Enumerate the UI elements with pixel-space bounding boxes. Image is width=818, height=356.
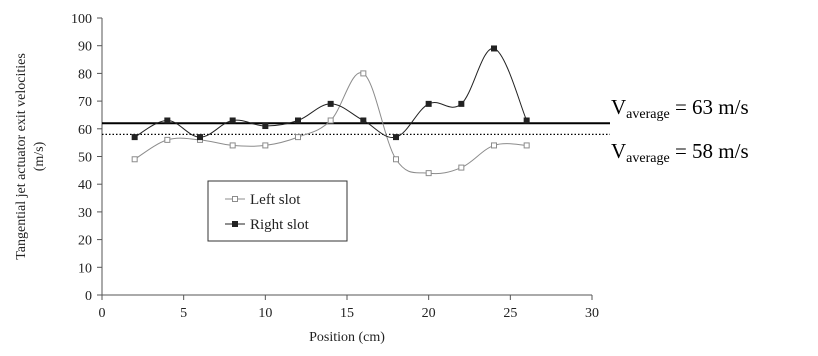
right-slot-point bbox=[458, 100, 465, 107]
left-slot-point bbox=[131, 156, 138, 163]
left-slot-point bbox=[295, 134, 301, 141]
left-slot-point bbox=[491, 142, 497, 149]
left-slot-point bbox=[425, 170, 432, 177]
x-tick-label: 30 bbox=[585, 306, 599, 321]
x-tick-label: 25 bbox=[503, 306, 517, 321]
right-slot-point bbox=[523, 117, 530, 124]
y-axis-title-line-1: Tangential jet actuator exit velocities bbox=[14, 53, 29, 260]
y-tick-label: 60 bbox=[78, 123, 92, 138]
y-tick-label: 90 bbox=[78, 40, 92, 55]
right-slot-point bbox=[164, 117, 171, 124]
x-tick-label: 5 bbox=[180, 306, 187, 321]
legend-box bbox=[207, 180, 348, 242]
left-slot-point bbox=[164, 136, 171, 143]
annot-0-sub: average bbox=[626, 107, 670, 122]
left-slot-point bbox=[262, 142, 269, 149]
annot-0-rest: = 63 m/s bbox=[670, 95, 749, 119]
right-slot-point bbox=[360, 117, 367, 124]
annot-1-rest: = 58 m/s bbox=[670, 139, 749, 163]
x-ticks: 0 5 10 15 20 25 30 bbox=[99, 295, 599, 321]
left-slot-point bbox=[393, 156, 399, 163]
left-slot-point bbox=[458, 164, 465, 171]
x-tick-label: 20 bbox=[422, 306, 436, 321]
y-ticks: 0 10 20 30 40 50 60 70 80 90 100 bbox=[71, 12, 102, 304]
series-group bbox=[131, 45, 530, 177]
left-slot-point bbox=[327, 117, 334, 124]
y-axis-title-line-2: (m/s) bbox=[32, 141, 47, 171]
y-tick-label: 50 bbox=[78, 151, 92, 166]
right-slot-point bbox=[197, 134, 203, 141]
annot-0-main: V bbox=[611, 95, 626, 119]
left-slot-point bbox=[360, 70, 367, 77]
v-average-58-annotation: Vaverage = 58 m/s bbox=[611, 139, 749, 166]
y-tick-label: 0 bbox=[85, 289, 92, 304]
right-slot-point bbox=[131, 134, 138, 141]
legend-left-slot-label: Left slot bbox=[250, 192, 301, 208]
right-slot-point bbox=[425, 100, 432, 107]
y-tick-label: 30 bbox=[78, 206, 92, 221]
legend: Left slot Right slot bbox=[207, 180, 348, 242]
v-average-63-annotation: Vaverage = 63 m/s bbox=[611, 95, 749, 122]
annot-1-sub: average bbox=[626, 151, 670, 166]
left-slot-point bbox=[523, 142, 530, 149]
x-tick-label: 15 bbox=[340, 306, 354, 321]
right-slot-point bbox=[393, 134, 399, 141]
right-slot-point bbox=[491, 45, 497, 52]
right-slot-point bbox=[229, 117, 236, 124]
legend-right-slot-label: Right slot bbox=[250, 217, 310, 233]
legend-right-slot-marker bbox=[232, 221, 238, 227]
axes bbox=[101, 18, 592, 296]
x-axis-title: Position (cm) bbox=[309, 330, 385, 345]
right-slot-point bbox=[327, 100, 334, 107]
left-slot-point bbox=[229, 142, 236, 149]
y-tick-label: 40 bbox=[78, 178, 92, 193]
y-tick-label: 70 bbox=[78, 95, 92, 110]
legend-left-slot-marker bbox=[232, 196, 238, 202]
x-tick-label: 0 bbox=[99, 306, 106, 321]
y-tick-label: 10 bbox=[78, 261, 92, 276]
y-tick-label: 100 bbox=[71, 12, 92, 27]
y-tick-label: 80 bbox=[78, 67, 92, 82]
right-slot-point bbox=[295, 117, 301, 124]
x-tick-label: 10 bbox=[258, 306, 272, 321]
right-slot-point bbox=[262, 123, 269, 130]
y-tick-label: 20 bbox=[78, 234, 92, 249]
annot-1-main: V bbox=[611, 139, 626, 163]
